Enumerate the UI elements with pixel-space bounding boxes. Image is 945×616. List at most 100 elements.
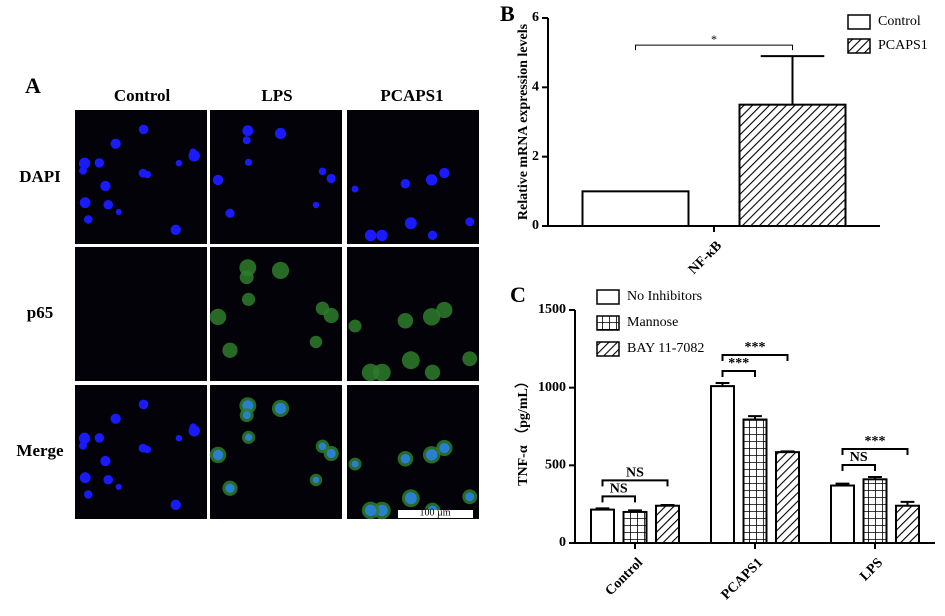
error-bar xyxy=(780,450,795,453)
error-bar xyxy=(835,482,850,486)
significance-bracket xyxy=(601,495,636,503)
panel-label: A xyxy=(25,73,41,98)
error-bar xyxy=(660,503,675,506)
y-tick-label: 0 xyxy=(532,218,539,233)
significance-label: * xyxy=(711,32,717,46)
y-axis-label: TNF-α （pg/mL） xyxy=(515,374,531,486)
cell xyxy=(361,363,380,382)
error-bar xyxy=(715,382,730,387)
nucleus xyxy=(100,180,111,192)
error-bar xyxy=(748,415,762,420)
significance-label: *** xyxy=(745,340,766,355)
nucleus xyxy=(400,453,411,464)
nucleus xyxy=(242,136,251,145)
bar xyxy=(830,484,855,545)
significance-bracket xyxy=(635,44,793,51)
legend-label: PCAPS1 xyxy=(878,38,928,53)
bar xyxy=(742,418,768,545)
y-tick-label: 500 xyxy=(545,458,566,473)
nucleus xyxy=(170,224,181,236)
legend-swatch xyxy=(596,315,620,331)
error-bar xyxy=(628,509,642,512)
bar xyxy=(738,103,847,227)
significance-label: NS xyxy=(610,482,628,497)
row-label: Merge xyxy=(16,441,64,460)
significance-bracket xyxy=(601,479,669,487)
bar xyxy=(710,385,735,545)
column-header: PCAPS1 xyxy=(380,86,443,105)
cell xyxy=(315,301,330,316)
cell xyxy=(241,292,256,306)
nucleus xyxy=(351,460,359,468)
x-tick-label: Control xyxy=(603,555,647,599)
nucleus xyxy=(244,433,253,441)
nucleus xyxy=(79,472,91,484)
y-tick-label: 6 xyxy=(532,10,539,25)
bar xyxy=(862,478,888,544)
nucleus xyxy=(312,201,320,209)
nucleus xyxy=(274,402,287,415)
column-header: Control xyxy=(114,86,171,105)
nucleus xyxy=(212,449,224,461)
significance-bracket xyxy=(841,447,909,455)
row-label: DAPI xyxy=(19,167,61,186)
significance-label: NS xyxy=(626,466,644,481)
nucleus xyxy=(376,504,388,517)
cell xyxy=(424,364,441,380)
cell xyxy=(222,342,238,358)
cell xyxy=(239,270,254,285)
nucleus xyxy=(189,423,197,431)
nucleus xyxy=(110,138,121,149)
nucleus xyxy=(84,215,93,224)
nucleus xyxy=(400,178,411,189)
nucleus xyxy=(170,499,181,511)
bar xyxy=(590,508,615,544)
nucleus xyxy=(404,217,417,230)
nucleus xyxy=(318,167,327,176)
significance-bracket xyxy=(721,370,756,378)
nucleus xyxy=(425,449,438,461)
nucleus xyxy=(115,483,122,490)
bar xyxy=(775,451,800,545)
nucleus xyxy=(78,432,91,444)
nucleus xyxy=(84,490,93,499)
nucleus xyxy=(364,229,377,242)
legend-label: Mannose xyxy=(627,315,678,330)
cell xyxy=(436,301,453,319)
bar xyxy=(655,504,680,544)
error-bar xyxy=(595,507,610,510)
cell xyxy=(209,308,227,326)
x-tick-label: NF-κB xyxy=(686,238,725,277)
cell xyxy=(309,335,323,349)
nucleus xyxy=(318,442,327,451)
cell xyxy=(462,351,478,367)
nucleus xyxy=(100,455,111,467)
cell xyxy=(422,308,441,326)
error-bar xyxy=(868,475,882,480)
nucleus xyxy=(94,158,105,168)
x-tick-label: LPS xyxy=(857,555,886,584)
nucleus xyxy=(326,173,336,184)
significance-label: NS xyxy=(850,450,868,465)
nucleus xyxy=(274,127,287,140)
nucleus xyxy=(376,229,388,242)
legend-label: Control xyxy=(878,14,921,29)
cell xyxy=(271,261,290,280)
nucleus xyxy=(103,199,114,210)
y-tick-label: 0 xyxy=(559,535,566,550)
nucleus xyxy=(351,185,359,193)
significance-bracket xyxy=(721,354,789,362)
bar xyxy=(622,510,648,544)
nucleus xyxy=(242,400,254,412)
nucleus xyxy=(115,208,122,215)
error-bar xyxy=(900,500,915,506)
panel-label: C xyxy=(510,282,526,307)
legend-swatch xyxy=(847,14,871,30)
nucleus xyxy=(439,442,450,454)
nucleus xyxy=(242,125,254,137)
nucleus xyxy=(175,159,183,167)
scale-bar xyxy=(398,510,473,518)
nucleus xyxy=(465,492,475,502)
nucleus xyxy=(143,445,152,454)
